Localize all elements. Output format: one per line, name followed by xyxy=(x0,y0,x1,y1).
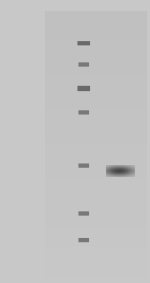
FancyBboxPatch shape xyxy=(78,164,89,168)
FancyBboxPatch shape xyxy=(78,62,89,67)
FancyBboxPatch shape xyxy=(77,86,90,91)
FancyBboxPatch shape xyxy=(78,238,89,242)
FancyBboxPatch shape xyxy=(78,110,89,115)
FancyBboxPatch shape xyxy=(77,41,90,45)
FancyBboxPatch shape xyxy=(78,211,89,216)
